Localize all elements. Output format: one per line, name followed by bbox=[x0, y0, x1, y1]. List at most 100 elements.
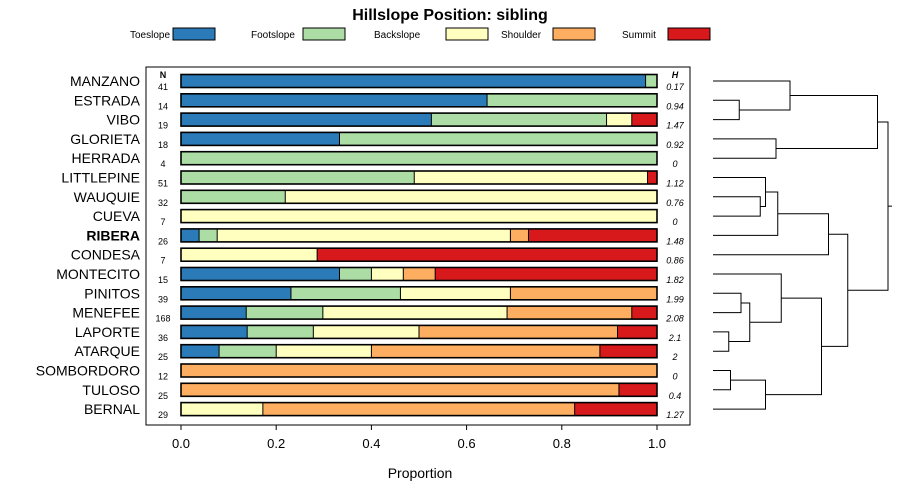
row-label-littlepine: LITTLEPINE bbox=[61, 170, 140, 186]
bar-montecito-backslope bbox=[371, 267, 404, 281]
bar-atarque-footslope bbox=[219, 344, 277, 358]
row-h-glorieta: 0.92 bbox=[666, 140, 684, 150]
bar-outline-estrada bbox=[180, 93, 658, 108]
n-header: N bbox=[160, 70, 167, 80]
row-label-wauquie: WAUQUIE bbox=[74, 189, 140, 205]
bar-wauquie-backslope bbox=[285, 190, 657, 204]
bar-pinitos-backslope bbox=[400, 286, 511, 300]
row-label-montecito: MONTECITO bbox=[56, 266, 140, 282]
row-n-montecito: 15 bbox=[158, 275, 168, 285]
bar-tuloso-shoulder bbox=[181, 383, 619, 397]
bar-wauquie-footslope bbox=[181, 190, 286, 204]
dendrogram-merge-10 bbox=[728, 302, 751, 343]
row-n-wauquie: 32 bbox=[158, 198, 168, 208]
bar-glorieta-footslope bbox=[339, 132, 657, 146]
bar-outline-pinitos bbox=[180, 285, 658, 301]
row-n-sombordoro: 12 bbox=[158, 372, 168, 382]
row-n-glorieta: 18 bbox=[158, 140, 168, 150]
bar-menefee-footslope bbox=[246, 306, 323, 320]
row-h-estrada: 0.94 bbox=[666, 101, 684, 111]
legend-swatch-shoulder bbox=[552, 27, 596, 41]
bar-outline-condesa bbox=[180, 247, 658, 262]
row-h-pinitos: 1.99 bbox=[666, 294, 684, 304]
legend-label-footslope: Footslope bbox=[251, 30, 295, 41]
x-axis-label: Proportion bbox=[388, 465, 453, 481]
row-h-manzano: 0.17 bbox=[666, 82, 685, 92]
plot-frame bbox=[145, 66, 691, 426]
row-n-tuloso: 25 bbox=[158, 391, 168, 401]
bar-bernal-summit bbox=[574, 402, 657, 416]
dendrogram-merge-16 bbox=[847, 121, 889, 291]
row-h-tuloso: 0.4 bbox=[669, 391, 682, 401]
row-h-atarque: 2 bbox=[671, 352, 677, 362]
row-h-sombordoro: 0 bbox=[672, 372, 677, 382]
row-label-ribera: RIBERA bbox=[86, 227, 140, 243]
row-label-vibo: VIBO bbox=[107, 112, 141, 128]
bar-vibo-toeslope bbox=[181, 113, 432, 127]
bar-ribera-toeslope bbox=[181, 228, 200, 242]
dendrogram-merge-13 bbox=[713, 379, 766, 410]
bar-littlepine-summit bbox=[647, 171, 657, 184]
row-n-condesa: 7 bbox=[160, 256, 165, 266]
bar-outline-cueva bbox=[180, 208, 658, 224]
bar-sombordoro-shoulder bbox=[181, 364, 657, 377]
dendrogram-merge-6 bbox=[713, 191, 779, 236]
bar-herrada-footslope bbox=[181, 151, 657, 165]
bar-ribera-backslope bbox=[217, 228, 511, 242]
dendrogram-merge-14 bbox=[765, 297, 822, 396]
row-n-laporte: 36 bbox=[158, 333, 168, 343]
row-label-bernal: BERNAL bbox=[84, 401, 140, 417]
dendrogram-merge-11 bbox=[713, 273, 782, 323]
bar-outline-tuloso bbox=[180, 382, 658, 398]
dendrogram-merge-12 bbox=[713, 370, 731, 391]
row-h-vibo: 1.47 bbox=[666, 121, 685, 131]
bar-estrada-toeslope bbox=[181, 93, 488, 107]
row-label-cueva: CUEVA bbox=[93, 208, 141, 224]
row-n-ribera: 26 bbox=[158, 236, 168, 246]
row-h-ribera: 1.48 bbox=[666, 236, 684, 246]
row-label-tuloso: TULOSO bbox=[82, 382, 140, 398]
bar-ribera-summit bbox=[528, 228, 657, 242]
legend-label-backslope: Backslope bbox=[374, 30, 421, 41]
bar-rows: MANZANO 41 0.17 ESTRADA 14 0.94 VIBO 19 1.47 GLOR… bbox=[36, 73, 685, 420]
x-tick-label-2: 0.4 bbox=[362, 436, 380, 451]
row-n-menefee: 168 bbox=[155, 314, 170, 324]
bar-manzano-toeslope bbox=[181, 74, 646, 88]
bar-pinitos-shoulder bbox=[510, 286, 657, 300]
bar-vibo-backslope bbox=[606, 113, 632, 127]
row-n-pinitos: 39 bbox=[158, 294, 168, 304]
row-label-estrada: ESTRADA bbox=[74, 92, 141, 108]
dendrogram-merge-7 bbox=[713, 213, 829, 256]
row-h-wauquie: 0.76 bbox=[666, 198, 684, 208]
bar-ribera-footslope bbox=[199, 228, 218, 242]
dendrogram-merge-2 bbox=[713, 138, 777, 159]
row-label-menefee: MENEFEE bbox=[72, 305, 140, 321]
bar-montecito-shoulder bbox=[403, 267, 436, 281]
row-n-herrada: 4 bbox=[160, 159, 165, 169]
dendrogram bbox=[713, 80, 892, 410]
bar-laporte-backslope bbox=[313, 325, 419, 339]
row-n-littlepine: 51 bbox=[158, 179, 168, 189]
legend-swatch-toeslope bbox=[172, 27, 216, 41]
bar-vibo-footslope bbox=[431, 113, 607, 127]
bar-condesa-backslope bbox=[181, 248, 318, 262]
dendrogram-merge-5 bbox=[713, 177, 766, 207]
row-label-manzano: MANZANO bbox=[70, 73, 140, 89]
bar-outline-wauquie bbox=[180, 189, 658, 205]
row-h-laporte: 2.1 bbox=[668, 333, 682, 343]
bar-outline-sombordoro bbox=[180, 363, 658, 378]
bar-montecito-toeslope bbox=[181, 267, 340, 281]
bar-outline-glorieta bbox=[180, 131, 658, 147]
bar-glorieta-toeslope bbox=[181, 132, 340, 146]
legend-swatch-footslope bbox=[302, 27, 346, 41]
dendrogram-merge-8 bbox=[713, 292, 742, 314]
row-label-laporte: LAPORTE bbox=[75, 324, 140, 340]
x-tick-label-3: 0.6 bbox=[458, 436, 476, 451]
dendrogram-merge-9 bbox=[713, 331, 730, 352]
dendrogram-merge-0 bbox=[713, 99, 740, 121]
row-h-condesa: 0.86 bbox=[666, 256, 684, 266]
x-tick-label-4: 0.8 bbox=[553, 436, 571, 451]
row-label-atarque: ATARQUE bbox=[74, 343, 140, 359]
bar-laporte-toeslope bbox=[181, 325, 248, 339]
